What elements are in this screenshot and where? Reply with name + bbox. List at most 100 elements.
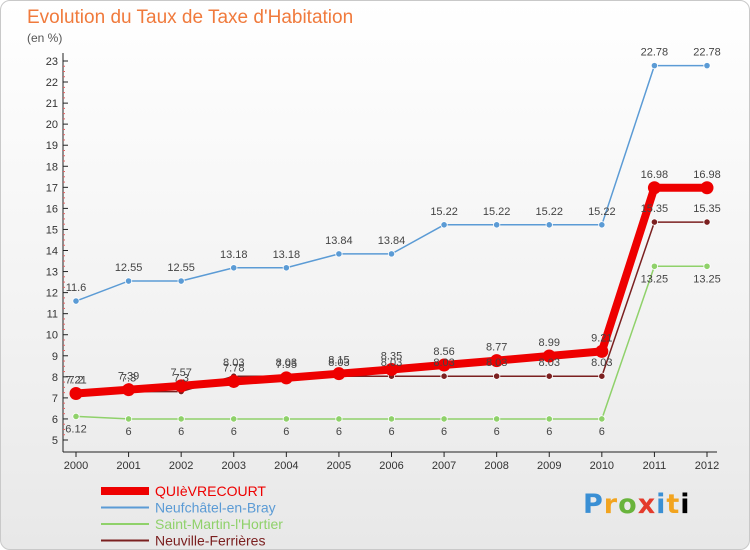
y-tick-label-12: 12	[46, 288, 58, 300]
series-0-point	[647, 181, 661, 195]
series-2-point	[177, 415, 185, 423]
data-label: 13.18	[220, 249, 248, 261]
series-0-point	[542, 349, 556, 363]
series-0-point	[437, 358, 451, 372]
x-tick-label-2004: 2004	[274, 460, 298, 472]
data-label: 13.84	[378, 235, 406, 247]
series-2-point	[124, 415, 133, 423]
series-2-point	[493, 415, 501, 423]
data-label: 6	[388, 426, 394, 438]
series-3-point	[703, 218, 711, 226]
data-label: 6	[231, 426, 237, 438]
data-label: 6	[178, 426, 184, 438]
series-0-point	[227, 374, 241, 388]
x-tick-label-2009: 2009	[537, 460, 561, 472]
proxiti-logo: Proxiti	[583, 489, 691, 520]
series-1-point	[387, 250, 396, 258]
data-label: 12.55	[115, 262, 143, 274]
y-tick-label-6: 6	[52, 414, 58, 426]
data-label: 13.18	[273, 249, 301, 261]
data-label: 8.03	[486, 357, 507, 369]
data-label: 12.55	[167, 262, 195, 274]
series-1-point	[282, 264, 290, 272]
data-label: 8.03	[276, 357, 297, 369]
y-tick-label-8: 8	[52, 372, 58, 384]
series-3-point	[545, 372, 553, 380]
data-label: 8.15	[328, 355, 349, 367]
data-label: 7.21	[65, 374, 86, 386]
y-tick-label-11: 11	[47, 309, 58, 321]
x-tick-label-2011: 2011	[643, 460, 667, 472]
y-tick-label-13: 13	[46, 267, 58, 279]
data-label: 8.03	[539, 357, 560, 369]
data-label: 6	[283, 426, 289, 438]
y-tick-label-17: 17	[46, 182, 58, 194]
data-label: 11.6	[66, 282, 87, 294]
data-label: 13.25	[693, 273, 721, 285]
series-1-point	[177, 277, 185, 285]
series-1-point	[703, 62, 711, 70]
series-1-point	[650, 62, 659, 70]
series-1-point	[440, 221, 448, 229]
series-0-point	[122, 383, 136, 397]
data-label: 22.78	[641, 47, 669, 59]
y-tick-label-16: 16	[46, 203, 58, 215]
data-label: 16.98	[693, 169, 721, 181]
series-2-point	[387, 415, 396, 423]
x-tick-label-2006: 2006	[379, 460, 403, 472]
data-label: 7.3	[174, 373, 189, 385]
legend-label-2: Saint-Martin-l'Hortier	[155, 516, 283, 532]
y-tick-label-23: 23	[46, 56, 58, 68]
series-1-point	[598, 221, 606, 229]
x-tick-label-2007: 2007	[432, 460, 456, 472]
data-label: 6	[599, 426, 605, 438]
y-tick-label-5: 5	[52, 435, 58, 447]
y-tick-label-15: 15	[46, 224, 58, 236]
y-tick-label-9: 9	[52, 351, 58, 363]
data-label: 8.56	[433, 346, 454, 358]
unit-label: (en %)	[27, 31, 63, 45]
x-tick-label-2002: 2002	[169, 460, 193, 472]
data-label: 15.22	[588, 206, 616, 218]
series-2-point	[282, 415, 290, 423]
data-label: 13.25	[641, 273, 669, 285]
y-tick-label-22: 22	[46, 77, 58, 89]
data-label: 8.77	[486, 342, 507, 354]
series-0-point	[385, 362, 398, 376]
data-label: 8.03	[433, 357, 454, 369]
data-label: 13.84	[325, 235, 353, 247]
series-0-point	[279, 371, 293, 385]
data-label: 7.3	[121, 373, 136, 385]
data-label: 15.35	[693, 203, 721, 215]
data-label: 7.57	[170, 367, 191, 379]
series-1-point	[124, 277, 133, 285]
legend-label-1: Neufchâtel-en-Bray	[155, 500, 276, 516]
series-2-point	[650, 262, 659, 270]
data-label: 8.03	[223, 357, 244, 369]
x-tick-label-2010: 2010	[590, 460, 614, 472]
y-tick-label-20: 20	[46, 119, 58, 131]
series-3-point	[598, 372, 606, 380]
data-label: 6	[546, 426, 552, 438]
data-label: 16.98	[641, 169, 669, 181]
data-label: 7.78	[223, 362, 244, 374]
data-label: 15.22	[535, 206, 563, 218]
series-0-point	[490, 354, 504, 368]
series-3-point	[440, 372, 448, 380]
data-label: 8.03	[381, 357, 402, 369]
y-tick-label-21: 21	[46, 98, 58, 110]
data-label: 7.95	[276, 359, 297, 371]
series-2-point	[72, 412, 80, 421]
series-1-point	[230, 264, 238, 272]
series-1-point	[335, 250, 343, 258]
y-tick-label-7: 7	[52, 393, 58, 405]
data-label: 8.99	[539, 337, 560, 349]
chart-title: Evolution du Taux de Taxe d'Habitation	[27, 7, 354, 28]
legend-label-3: Neuville-Ferrières	[155, 533, 265, 549]
data-label: 9.21	[591, 332, 612, 344]
series-2-point	[335, 415, 343, 423]
x-tick-label-2008: 2008	[484, 460, 508, 472]
series-0-point	[174, 379, 188, 393]
